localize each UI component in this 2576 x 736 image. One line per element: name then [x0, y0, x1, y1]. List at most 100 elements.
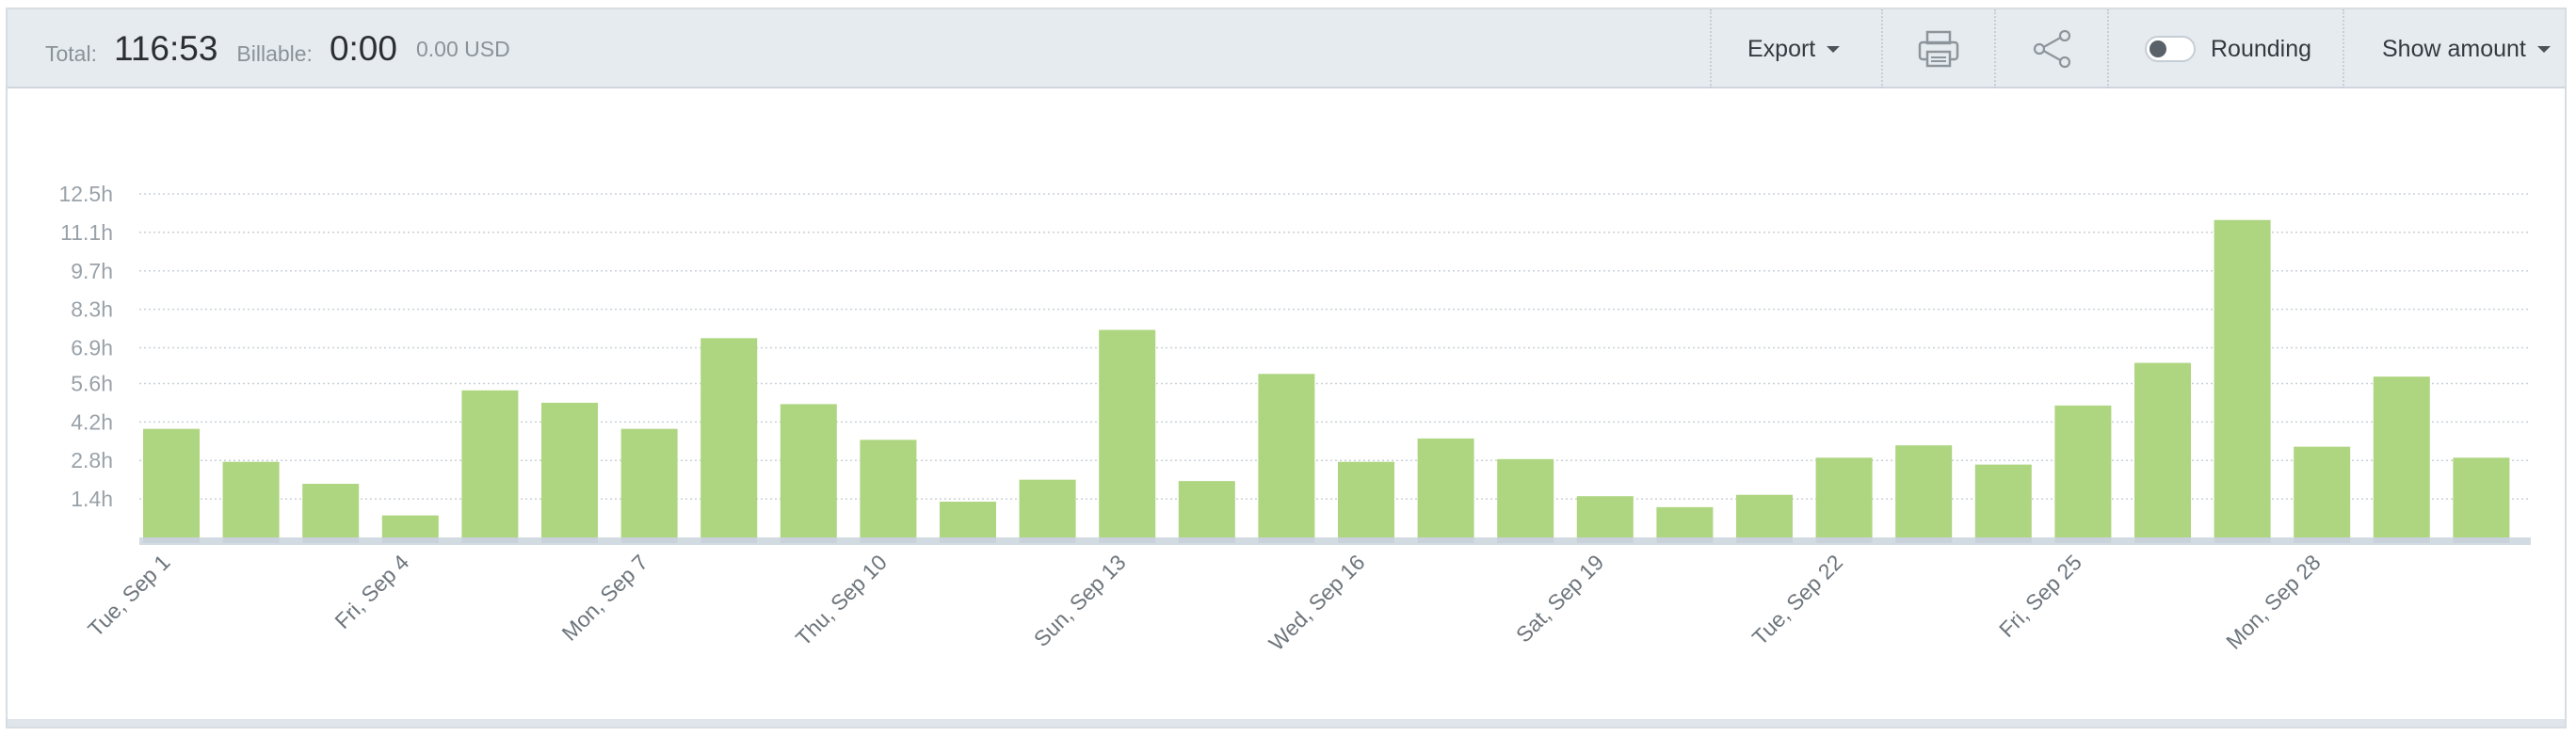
bar — [1974, 464, 2032, 537]
show-amount-dropdown[interactable]: Show amount — [2382, 9, 2551, 88]
x-tick-label: Mon, Sep 28 — [2221, 550, 2326, 654]
report-toolbar: Total: 116:53 Billable: 0:00 0.00 USD Ex… — [8, 9, 2565, 88]
bar — [541, 402, 598, 537]
report-panel: Total: 116:53 Billable: 0:00 0.00 USD Ex… — [6, 8, 2567, 728]
bar — [302, 484, 360, 537]
billable-value: 0:00 — [329, 29, 397, 68]
bar-base — [780, 537, 837, 543]
bar — [461, 390, 519, 537]
bar-base — [2373, 537, 2430, 543]
bar-base — [1736, 537, 1793, 543]
bar-base — [222, 537, 280, 543]
bar — [1258, 374, 1315, 537]
bar-base — [1338, 537, 1394, 543]
chevron-down-icon — [2536, 45, 2551, 53]
bar-chart-svg: 1.4h 2.8h 4.2h 5.6h 6.9h 8.3h 9.7h 11.1h 12.5h Tu… — [58, 182, 2531, 655]
bar — [940, 502, 996, 537]
total-value: 116:53 — [113, 29, 218, 68]
y-tick-label: 11.1h — [60, 220, 113, 245]
bar-base — [1258, 537, 1315, 543]
x-tick-label: Tue, Sep 1 — [83, 550, 174, 641]
bar-base — [541, 537, 598, 543]
bar — [2054, 405, 2112, 537]
chevron-down-icon — [1827, 45, 1841, 53]
x-tick-label: Fri, Sep 4 — [330, 550, 413, 633]
y-tick-label: 1.4h — [71, 487, 113, 511]
y-tick-label: 5.6h — [71, 371, 113, 395]
bar-base — [1815, 537, 1873, 543]
panel-bottom-border — [8, 719, 2565, 727]
bar-base — [940, 537, 996, 543]
bar-base — [2294, 537, 2351, 543]
toggle-knob — [2149, 40, 2166, 57]
bar-base — [1895, 537, 1953, 543]
bar-base — [1417, 537, 1474, 543]
x-tick-label: Fri, Sep 25 — [1994, 550, 2086, 642]
bar — [2373, 376, 2430, 537]
bar-base — [1497, 537, 1554, 543]
y-tick-label: 8.3h — [71, 297, 113, 322]
bar — [1815, 457, 1873, 537]
printer-icon — [1918, 30, 1959, 68]
bar-base — [1099, 537, 1156, 543]
toolbar-divider — [1881, 9, 1883, 88]
share-icon — [2033, 29, 2071, 69]
bar-base — [1019, 537, 1076, 543]
bar — [1019, 479, 1076, 537]
show-amount-label: Show amount — [2382, 35, 2526, 62]
x-axis-baseline — [139, 537, 2531, 545]
share-button[interactable] — [2032, 9, 2073, 88]
bar — [1497, 458, 1554, 537]
bar-base — [381, 537, 439, 543]
bar — [2453, 457, 2510, 537]
bar — [700, 338, 758, 537]
bar — [143, 428, 200, 537]
bar-base — [1178, 537, 1235, 543]
bar-base — [860, 537, 917, 543]
y-tick-label: 9.7h — [71, 259, 113, 283]
rounding-switch[interactable] — [2145, 36, 2196, 62]
bar — [1099, 329, 1156, 537]
bar-base — [1576, 537, 1634, 543]
bar-base — [1974, 537, 2032, 543]
x-tick-label: Mon, Sep 7 — [557, 550, 653, 646]
bar — [620, 428, 678, 537]
toolbar-divider — [2107, 9, 2109, 88]
bar — [1656, 506, 1714, 537]
bar — [1338, 461, 1394, 537]
summary-totals: Total: 116:53 Billable: 0:00 0.00 USD — [45, 9, 510, 88]
toolbar-divider — [1710, 9, 1712, 88]
x-tick-label: Sun, Sep 13 — [1029, 550, 1131, 651]
export-dropdown[interactable]: Export — [1747, 9, 1841, 88]
print-button[interactable] — [1917, 9, 1960, 88]
daily-hours-chart: 1.4h 2.8h 4.2h 5.6h 6.9h 8.3h 9.7h 11.1h 12.5h Tu… — [8, 88, 2565, 721]
bar-base — [302, 537, 360, 543]
bar-base — [461, 537, 519, 543]
x-tick-label: Wed, Sep 16 — [1264, 550, 1369, 655]
bar — [2134, 362, 2191, 537]
bar-base — [2453, 537, 2510, 543]
bar — [2294, 446, 2351, 537]
bar — [1417, 438, 1474, 537]
bar-base — [700, 537, 758, 543]
bar — [222, 461, 280, 537]
y-tick-label: 12.5h — [58, 182, 113, 206]
bar — [1736, 494, 1793, 537]
bar-base — [1656, 537, 1714, 543]
bar-base — [143, 537, 200, 543]
bar — [1178, 481, 1235, 537]
bar — [1576, 496, 1634, 537]
bar-base — [2214, 537, 2271, 543]
bar — [2214, 219, 2271, 538]
rounding-label: Rounding — [2211, 35, 2312, 62]
bar-base — [2054, 537, 2112, 543]
rounding-toggle[interactable]: Rounding — [2145, 9, 2311, 88]
toolbar-divider — [2343, 9, 2344, 88]
y-tick-label: 4.2h — [71, 409, 113, 434]
x-tick-label: Tue, Sep 22 — [1747, 550, 1847, 649]
bar-base — [2134, 537, 2191, 543]
bar — [780, 404, 837, 537]
billable-amount: 0.00 USD — [415, 36, 510, 61]
toolbar-divider — [1994, 9, 1996, 88]
billable-label: Billable: — [236, 40, 313, 66]
